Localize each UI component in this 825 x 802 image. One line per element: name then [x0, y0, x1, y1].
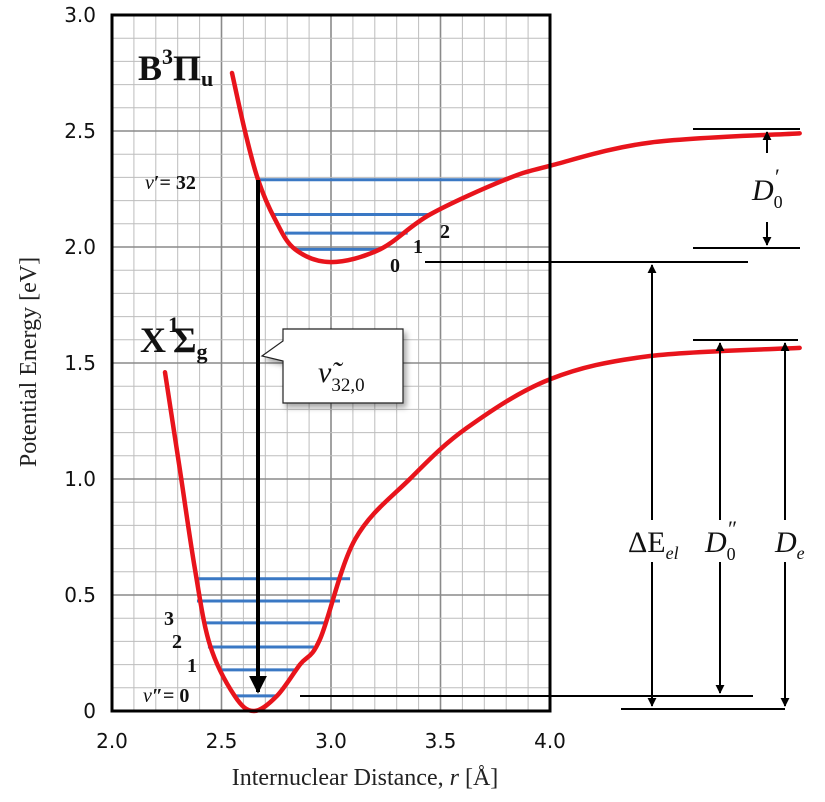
D0-lower-label: D0″ — [704, 516, 737, 564]
upper-level-32-label: v′= 32 — [145, 172, 196, 194]
y-tick-label: 2.0 — [64, 235, 96, 259]
De-label: De — [774, 526, 805, 563]
upper-level-2-label: 2 — [440, 221, 450, 243]
upper-state-label: B3Πu — [138, 44, 213, 91]
x-tick-label: 2.5 — [206, 729, 238, 753]
upper-state-curve — [229, 70, 802, 265]
y-tick-label: 0 — [83, 699, 96, 723]
x-tick-label: 4.0 — [534, 729, 566, 753]
lower-level-1-label: 1 — [187, 655, 197, 677]
x-tick-label: 2.0 — [96, 729, 128, 753]
y-axis-title: Potential Energy [eV] — [16, 257, 42, 467]
plot-frame — [110, 13, 552, 713]
upper-level-0-label: 0 — [390, 255, 400, 277]
transition-callout: ν̃32,0 — [260, 328, 404, 404]
lower-state-label: X1Σg — [140, 312, 208, 364]
y-tick-label: 0.5 — [64, 583, 96, 607]
lower-level-0-label: v″= 0 — [143, 685, 189, 707]
x-axis-title: Internuclear Distance, r [Å] — [232, 765, 499, 791]
tick-labels: 2.0 2.5 3.0 3.5 4.0 0 0.5 1.0 1.5 2.0 2.5 3.0 — [64, 3, 566, 753]
y-tick-label: 1.0 — [64, 467, 96, 491]
x-tick-label: 3.5 — [425, 729, 457, 753]
y-tick-label: 1.5 — [64, 351, 96, 375]
vibrational-levels — [195, 178, 506, 698]
y-tick-label: 2.5 — [64, 119, 96, 143]
lower-level-2-label: 2 — [172, 631, 182, 653]
x-tick-label: 3.0 — [315, 729, 347, 753]
energy-annotations — [300, 128, 800, 710]
y-tick-label: 3.0 — [64, 3, 96, 27]
delta-E-el-label: ΔEel — [628, 526, 679, 563]
lower-level-3-label: 3 — [164, 608, 174, 630]
upper-level-1-label: 1 — [413, 236, 423, 258]
potential-curves — [162, 70, 802, 714]
D0-upper-label: D0′ — [751, 164, 783, 212]
